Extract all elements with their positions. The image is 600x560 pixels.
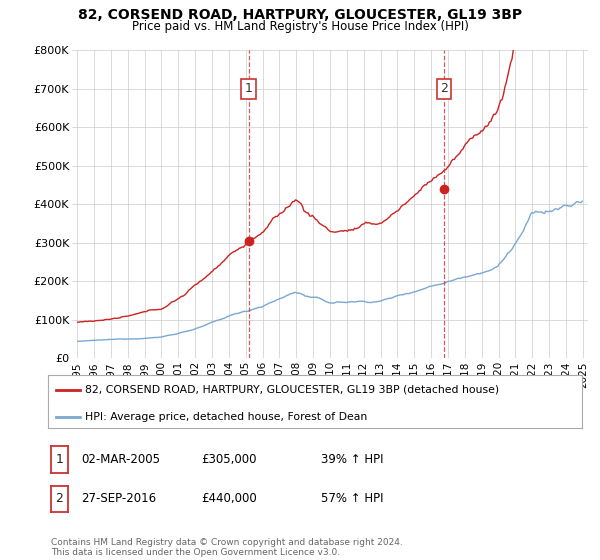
Text: Price paid vs. HM Land Registry's House Price Index (HPI): Price paid vs. HM Land Registry's House … [131, 20, 469, 32]
Text: 2: 2 [440, 82, 448, 95]
Text: £440,000: £440,000 [201, 492, 257, 506]
Text: 57% ↑ HPI: 57% ↑ HPI [321, 492, 383, 506]
Text: 82, CORSEND ROAD, HARTPURY, GLOUCESTER, GL19 3BP (detached house): 82, CORSEND ROAD, HARTPURY, GLOUCESTER, … [85, 385, 500, 395]
Text: 02-MAR-2005: 02-MAR-2005 [81, 453, 160, 466]
Text: 39% ↑ HPI: 39% ↑ HPI [321, 453, 383, 466]
Text: 2: 2 [55, 492, 64, 506]
Text: 1: 1 [55, 453, 64, 466]
Text: 82, CORSEND ROAD, HARTPURY, GLOUCESTER, GL19 3BP: 82, CORSEND ROAD, HARTPURY, GLOUCESTER, … [78, 8, 522, 22]
Text: Contains HM Land Registry data © Crown copyright and database right 2024.
This d: Contains HM Land Registry data © Crown c… [51, 538, 403, 557]
Text: 1: 1 [245, 82, 253, 95]
Text: HPI: Average price, detached house, Forest of Dean: HPI: Average price, detached house, Fore… [85, 412, 368, 422]
Text: 27-SEP-2016: 27-SEP-2016 [81, 492, 156, 506]
Text: £305,000: £305,000 [201, 453, 257, 466]
